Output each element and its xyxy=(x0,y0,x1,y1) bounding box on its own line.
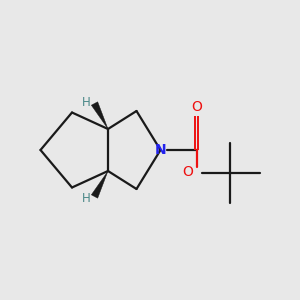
Text: H: H xyxy=(82,191,91,205)
Polygon shape xyxy=(91,171,108,198)
Text: O: O xyxy=(183,166,194,179)
Text: O: O xyxy=(191,100,202,114)
Text: N: N xyxy=(155,143,166,157)
Text: H: H xyxy=(82,95,91,109)
Polygon shape xyxy=(91,102,108,129)
